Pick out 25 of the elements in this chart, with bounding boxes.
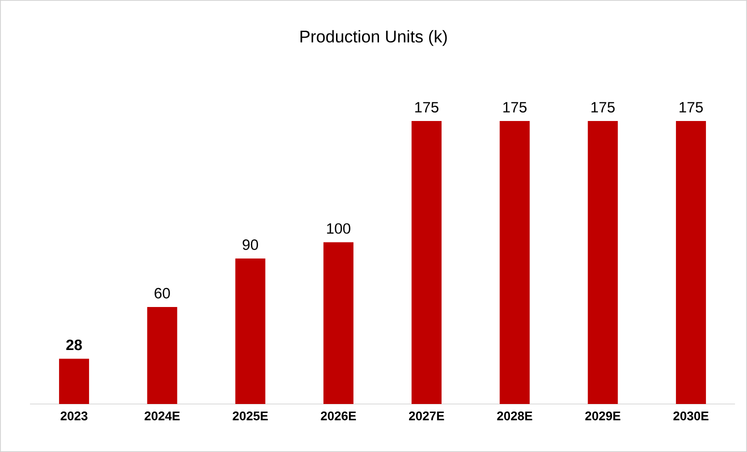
bar xyxy=(147,306,178,404)
x-tick-label: 2025E xyxy=(232,412,268,420)
data-label: 100 xyxy=(327,223,350,234)
bar xyxy=(235,258,266,404)
x-tick-label: 2027E xyxy=(409,412,444,420)
data-label: 90 xyxy=(242,239,258,250)
x-tick-label: 2030E xyxy=(673,412,708,420)
bar xyxy=(676,121,706,404)
data-label: 28 xyxy=(66,340,82,350)
data-label: 175 xyxy=(415,102,438,112)
bar xyxy=(588,121,618,404)
bar xyxy=(59,358,90,404)
data-label: 175 xyxy=(680,102,703,112)
data-label: 175 xyxy=(503,102,527,112)
bar xyxy=(500,121,530,404)
x-tick-label: 2024E xyxy=(144,412,180,420)
bar xyxy=(412,121,442,404)
x-tick-label: 2029E xyxy=(585,412,620,420)
x-tick-label: 2026E xyxy=(320,412,356,420)
bar xyxy=(323,242,354,404)
x-tick-label: 2023 xyxy=(60,412,88,420)
data-label: 175 xyxy=(591,102,615,112)
data-label: 60 xyxy=(154,288,170,298)
x-tick-label: 2028E xyxy=(497,412,532,420)
chart-title: Production Units (k) xyxy=(300,30,447,46)
